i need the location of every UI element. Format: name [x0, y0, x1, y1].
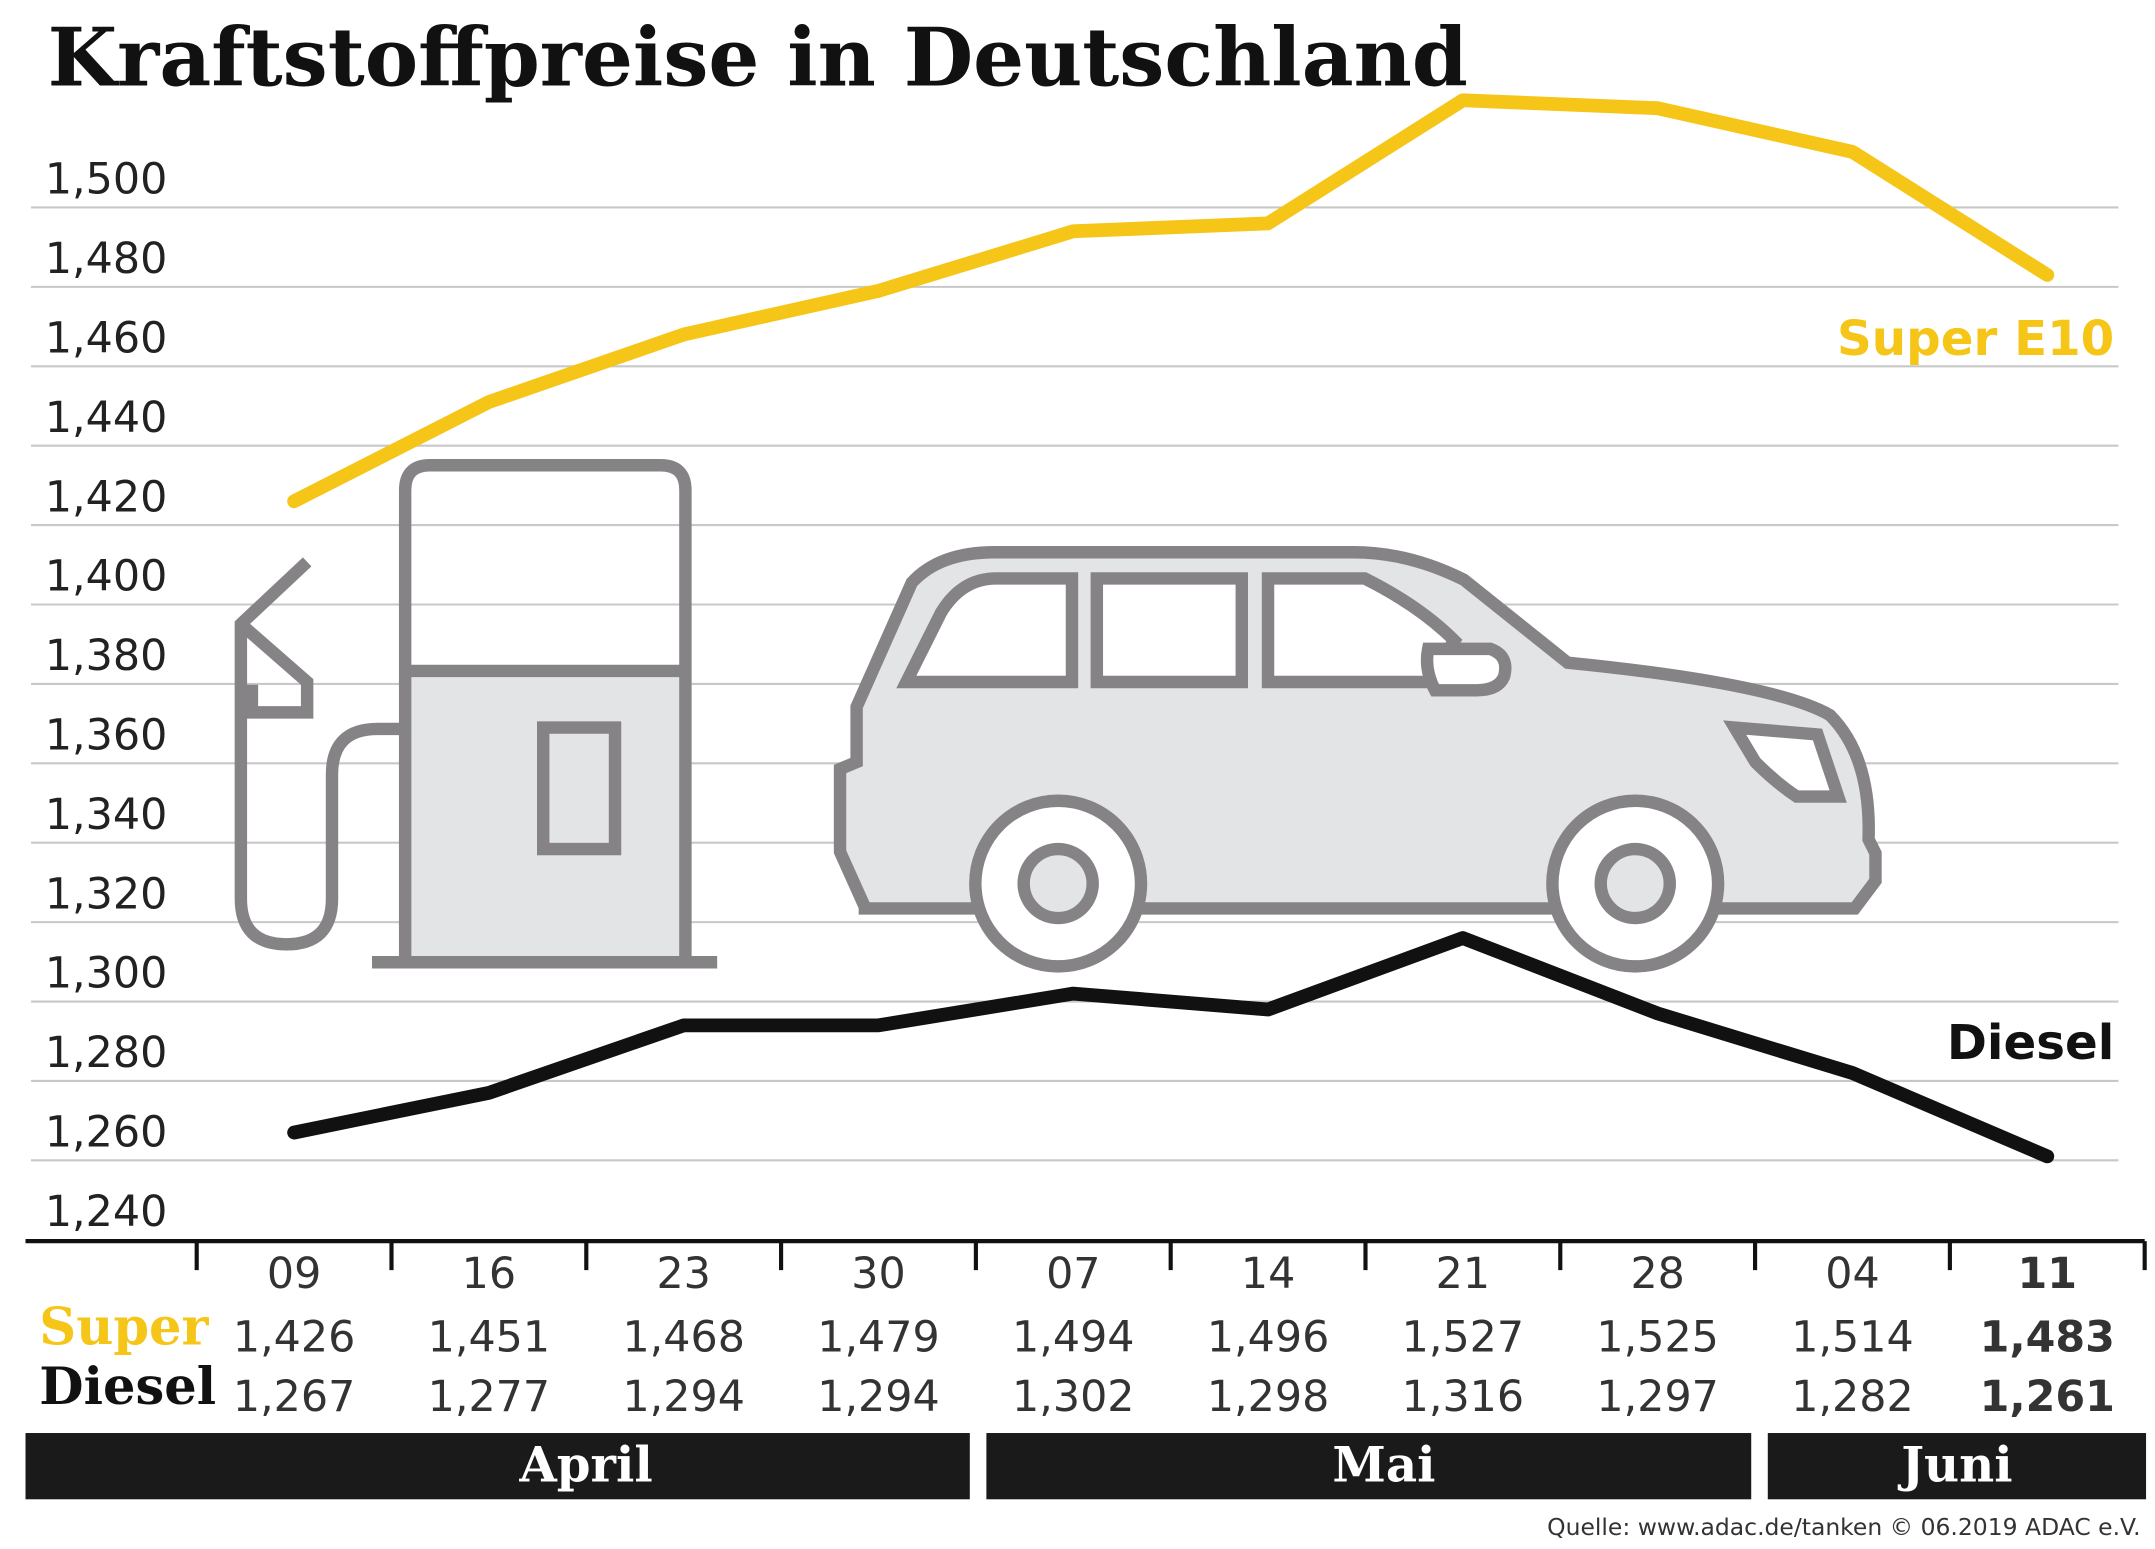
table-value: 1,496: [1207, 1313, 1329, 1363]
row-label: Super: [39, 1298, 209, 1358]
y-tick-label: 1,360: [45, 711, 167, 761]
y-tick-label: 1,440: [45, 393, 167, 443]
x-tick-label: 09: [267, 1249, 321, 1299]
table-value: 1,316: [1402, 1372, 1524, 1422]
table-value: 1,302: [1012, 1372, 1134, 1422]
car-icon: [833, 546, 1882, 973]
table-value: 1,527: [1402, 1313, 1524, 1363]
table-value: 1,261: [1980, 1372, 2115, 1422]
month-bar: [1767, 1433, 2147, 1500]
month-label: Mai: [1332, 1437, 1435, 1493]
x-tick-label: 28: [1630, 1249, 1684, 1299]
table-value: 1,294: [817, 1372, 939, 1422]
x-tick-label: 11: [2018, 1249, 2078, 1299]
table-value: 1,426: [233, 1313, 355, 1363]
table-value: 1,282: [1791, 1372, 1913, 1422]
table-value: 1,451: [428, 1313, 550, 1363]
y-tick-label: 1,500: [45, 155, 167, 205]
table-value: 1,514: [1791, 1313, 1913, 1363]
x-tick-label: 23: [656, 1249, 710, 1299]
chart-title: Kraftstoffpreise in Deutschland: [48, 11, 1468, 105]
row-label: Diesel: [39, 1357, 216, 1417]
y-tick-label: 1,340: [45, 790, 167, 840]
month-label: Juni: [1897, 1437, 2012, 1493]
y-tick-label: 1,260: [45, 1108, 167, 1158]
y-tick-label: 1,240: [45, 1187, 167, 1237]
pump-icon: [234, 459, 718, 969]
series-label: Diesel: [1947, 1015, 2114, 1071]
series-line: [287, 93, 2055, 509]
table-value: 1,297: [1596, 1372, 1718, 1422]
y-tick-label: 1,320: [45, 869, 167, 919]
y-tick-label: 1,280: [45, 1028, 167, 1078]
table-value: 1,483: [1980, 1313, 2115, 1363]
y-tick-label: 1,480: [45, 234, 167, 284]
x-tick-label: 21: [1436, 1249, 1490, 1299]
month-bar: [986, 1433, 1752, 1500]
y-tick-label: 1,420: [45, 472, 167, 522]
table-value: 1,525: [1596, 1313, 1718, 1363]
source: Quelle: www.adac.de/tanken © 06.2019 ADA…: [1547, 1513, 2140, 1541]
y-tick-label: 1,460: [45, 313, 167, 363]
y-tick-label: 1,380: [45, 631, 167, 681]
y-tick-label: 1,400: [45, 552, 167, 602]
month-label: April: [518, 1437, 652, 1493]
table-value: 1,298: [1207, 1372, 1329, 1422]
table-value: 1,494: [1012, 1313, 1134, 1363]
table-value: 1,479: [817, 1313, 939, 1363]
month-bar: [25, 1433, 970, 1500]
table-value: 1,294: [622, 1372, 744, 1422]
x-tick-label: 30: [851, 1249, 905, 1299]
x-tick-label: 04: [1825, 1249, 1879, 1299]
table-value: 1,277: [428, 1372, 550, 1422]
x-tick-label: 16: [462, 1249, 516, 1299]
y-tick-label: 1,300: [45, 949, 167, 999]
series-line: [287, 931, 2055, 1164]
x-tick-label: 14: [1241, 1249, 1295, 1299]
table-value: 1,267: [233, 1372, 355, 1422]
x-tick-label: 07: [1046, 1249, 1100, 1299]
series-label: Super E10: [1837, 311, 2114, 367]
plot: 09 16 23 30 07 14 21 28 04 11 1,426 1,451 1,468 1,479…: [194, 93, 2147, 1422]
table-value: 1,468: [622, 1313, 744, 1363]
